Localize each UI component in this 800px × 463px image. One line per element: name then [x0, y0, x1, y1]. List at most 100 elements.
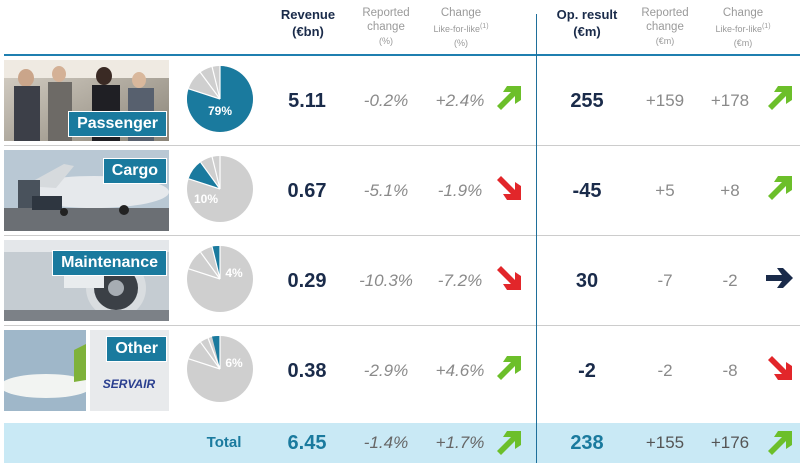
total-op-reported-value: +155	[645, 433, 685, 452]
pie-slice-other	[212, 335, 220, 369]
up-right-arrow-icon	[493, 82, 525, 114]
column-divider	[536, 14, 537, 463]
pie-divider	[211, 66, 221, 100]
pie-label-cargo: 10%	[194, 192, 218, 206]
total-lfl-change-value: +1.7%	[435, 433, 485, 452]
reported-change-value: -5.1%	[363, 181, 409, 200]
op-lfl-value: -8	[722, 361, 738, 380]
header-op-reported-unit: (€m)	[655, 36, 675, 46]
pie-chart-passenger: 79%	[186, 65, 254, 133]
pie-slice-cargo	[188, 162, 220, 189]
header-revenue-title: Revenue	[280, 7, 336, 22]
pie-divider	[199, 71, 221, 100]
total-op-result-value: 238	[570, 432, 604, 454]
pie-divider	[188, 178, 221, 190]
segment-label-cargo: Cargo	[102, 158, 167, 184]
header-divider	[4, 54, 800, 56]
table-row-total: Total 6.45 -1.4% +1.7% 238 +155 +176	[4, 423, 800, 463]
pie-chart-maintenance: 4%	[186, 245, 254, 313]
down-right-arrow-icon	[493, 172, 525, 204]
pie-divider	[200, 251, 221, 280]
op-reported-value: -2	[657, 361, 673, 380]
header-reported-change: Reported change (%)	[350, 6, 422, 48]
up-right-arrow-icon	[764, 82, 796, 114]
op-reported-value: -7	[657, 271, 673, 290]
pie-divider	[211, 156, 221, 190]
up-right-arrow-icon	[764, 427, 796, 459]
pie-label-other: 6%	[225, 356, 243, 370]
passenger-photo: Passenger	[4, 60, 169, 141]
header-reported-title2: change	[367, 21, 405, 33]
op-result-value: -45	[572, 180, 602, 202]
revenue-value: 5.11	[288, 90, 326, 112]
lfl-change-value: +2.4%	[435, 91, 485, 110]
up-right-arrow-icon	[764, 172, 796, 204]
header-op-lfl-footnote: (1)	[761, 23, 771, 30]
revenue-value: 0.38	[287, 360, 327, 382]
pie-svg-maintenance: 4%	[187, 245, 253, 312]
pie-svg-other: 6%	[187, 335, 253, 402]
pie-svg-passenger: 79%	[186, 66, 253, 132]
op-reported-value: +5	[655, 181, 675, 200]
servair-logo-text: SERVAIR	[103, 377, 156, 391]
pie-divider	[200, 161, 221, 190]
pie-chart-cargo: 10%	[186, 155, 254, 223]
table-row-passenger: Passenger 79% 5.11 -0.2% +2.4% 255 +159 …	[0, 56, 800, 146]
segment-label-maintenance: Maintenance	[52, 250, 167, 276]
up-right-arrow-icon	[493, 427, 525, 459]
header-revenue-unit: (€bn)	[292, 24, 324, 39]
header-lfl-subtitle: Like-for-like(1)	[422, 20, 500, 36]
down-right-arrow-icon	[764, 352, 796, 384]
header-op-title: Op. result	[556, 7, 618, 22]
op-result-value: -2	[578, 360, 596, 382]
header-op-unit: (€m)	[573, 24, 601, 39]
reported-change-value: -0.2%	[363, 91, 409, 110]
right-arrow-icon	[764, 262, 796, 294]
header-reported-unit: (%)	[379, 36, 393, 46]
table-header: Revenue (€bn) Reported change (%) Change…	[0, 0, 800, 54]
pie-divider	[188, 268, 221, 280]
header-op-lfl-unit: (€m)	[733, 38, 753, 48]
header-op-reported-title: Reported	[641, 7, 689, 19]
op-result-value: 255	[570, 90, 604, 112]
row-divider	[4, 325, 800, 326]
pie-divider	[188, 358, 221, 370]
maintenance-photo: Maintenance	[4, 240, 169, 321]
header-lfl-change: Change Like-for-like(1) (%)	[422, 6, 500, 50]
op-lfl-value: +8	[720, 181, 740, 200]
lfl-change-value: +4.6%	[435, 361, 485, 380]
table-row-other: SERVAIR Other 6% 0.38 -2.9% +4.6% -2 -2 …	[0, 326, 800, 416]
cargo-photo: Cargo	[4, 150, 169, 231]
header-op-lfl-subtitle: Like-for-like(1)	[698, 20, 788, 36]
up-right-arrow-icon	[493, 352, 525, 384]
pie-svg-cargo: 10%	[187, 156, 253, 222]
down-right-arrow-icon	[493, 262, 525, 294]
segment-label-passenger: Passenger	[68, 111, 167, 137]
reported-change-value: -2.9%	[363, 361, 409, 380]
header-op-lfl-subtitle-text: Like-for-like	[715, 24, 762, 34]
segment-label-other: Other	[106, 336, 167, 362]
row-divider	[4, 145, 800, 146]
pie-divider	[200, 341, 221, 370]
row-divider	[4, 235, 800, 236]
header-op-reported: Reported change (€m)	[632, 6, 698, 48]
lfl-change-value: -1.9%	[437, 181, 483, 200]
pie-label-passenger: 79%	[208, 104, 232, 118]
pie-divider	[188, 88, 221, 100]
pie-label-maintenance: 4%	[225, 266, 243, 280]
total-reported-change-value: -1.4%	[363, 433, 409, 452]
op-lfl-value: +178	[710, 91, 750, 110]
header-op-lfl: Change Like-for-like(1) (€m)	[698, 6, 788, 50]
revenue-value: 0.67	[287, 180, 327, 202]
total-label: Total	[206, 434, 242, 451]
table-row-cargo: Cargo 10% 0.67 -5.1% -1.9% -45 +5 +8	[0, 146, 800, 236]
header-lfl-title: Change	[440, 7, 482, 19]
pie-chart-other: 6%	[186, 335, 254, 403]
other-photo: SERVAIR Other	[4, 330, 169, 411]
header-op-result: Op. result (€m)	[544, 6, 630, 40]
lfl-change-value: -7.2%	[437, 271, 483, 290]
pie-divider	[207, 337, 221, 370]
header-revenue: Revenue (€bn)	[270, 6, 346, 40]
revenue-value: 0.29	[287, 270, 327, 292]
pie-divider	[211, 246, 221, 280]
